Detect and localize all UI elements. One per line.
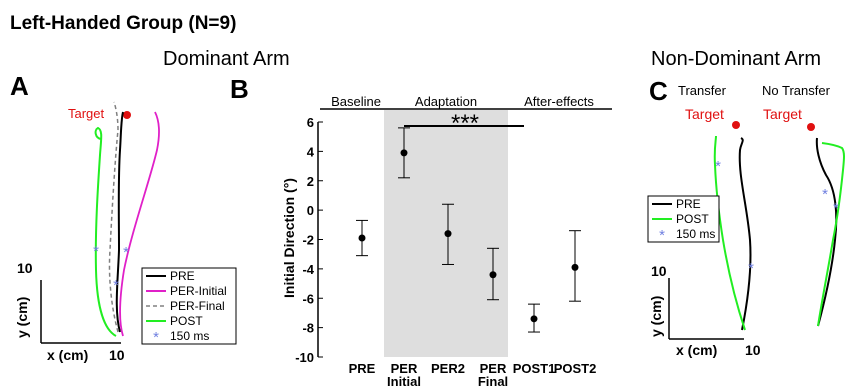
data-point	[358, 234, 366, 242]
legend-label-pre: PRE	[170, 269, 195, 283]
transfer-target-label: Target	[685, 106, 724, 122]
data-point	[530, 315, 538, 323]
panel-a-y-scale-value: 10	[17, 260, 33, 276]
y-tick-label: -10	[295, 350, 314, 365]
panel-a-x-scale-value: 10	[109, 347, 125, 363]
panel-a-trajectory-post	[94, 126, 117, 337]
panel-a-marker-150ms-icon: *	[93, 243, 99, 260]
dominant-arm-title: Dominant Arm	[163, 48, 290, 70]
legend-marker-150ms-icon: *	[153, 329, 159, 346]
data-point	[571, 263, 579, 271]
panel-c-x-scale-value: 10	[745, 342, 761, 358]
transfer-marker-150ms-icon: *	[748, 260, 754, 277]
y-axis-label: Initial Direction (°)	[281, 178, 297, 298]
legend-label-150ms: 150 ms	[170, 329, 209, 343]
no-transfer-target-dot	[807, 123, 815, 131]
legend-label-post: POST	[170, 314, 203, 328]
panel-a-target-dot	[123, 111, 131, 119]
x-tick-label: POST2	[554, 361, 597, 376]
panel-c-y-scale-value: 10	[651, 263, 667, 279]
x-tick-label: Final	[478, 374, 508, 389]
significance-stars: ***	[451, 110, 479, 137]
panel-a-trajectory-per-final	[108, 101, 119, 333]
panel-c-xlabel: x (cm)	[676, 342, 717, 358]
panel-c: C Transfer No Transfer Target Target * *…	[647, 76, 845, 358]
data-point	[489, 271, 497, 279]
x-tick-label: PER	[391, 361, 418, 376]
transfer-label: Transfer	[678, 83, 727, 98]
y-tick-label: 6	[307, 115, 314, 130]
no-transfer-target-label: Target	[763, 106, 802, 122]
transfer-marker-150ms-icon: *	[715, 158, 721, 175]
panel-a-xlabel: x (cm)	[47, 347, 88, 363]
x-tick-label: PRE	[349, 361, 376, 376]
legend-c-marker-150ms-icon: *	[659, 227, 665, 244]
no-transfer-trajectory-post	[817, 142, 845, 327]
y-tick-label: 2	[307, 174, 314, 189]
panel-a-marker-150ms-icon: *	[123, 244, 129, 261]
x-tick-label: PER2	[431, 361, 465, 376]
transfer-trajectory-pre	[738, 137, 752, 331]
no-transfer-label: No Transfer	[762, 83, 831, 98]
y-tick-label: -2	[302, 233, 314, 248]
legend-label-per-initial: PER-Initial	[170, 284, 227, 298]
legend-c-label-pre: PRE	[676, 197, 701, 211]
panel-a-marker-150ms-icon: *	[113, 277, 119, 294]
panel-c-legend: PRE POST * 150 ms	[647, 195, 720, 244]
phase-label-baseline: Baseline	[331, 94, 381, 109]
phase-label-after-effects: After-effects	[524, 94, 594, 109]
panel-a-target-label: Target	[68, 106, 105, 121]
y-tick-label: 4	[307, 144, 315, 159]
x-tick-label: Initial	[387, 374, 421, 389]
no-transfer-marker-150ms-icon: *	[822, 186, 828, 203]
y-axis: 6 4 2 0 -2 -4 -6 -8 -10	[295, 115, 323, 365]
data-points	[356, 127, 581, 333]
panel-b-chart: B Baseline Adaptation After-effects *** …	[230, 74, 612, 389]
panel-a-ylabel: y (cm)	[14, 297, 30, 338]
x-tick-label: PER	[480, 361, 507, 376]
data-point	[400, 149, 408, 157]
panel-a-legend: PRE PER-Initial PER-Final POST * 150 ms	[141, 267, 237, 346]
panel-a-trajectory-pre	[115, 111, 124, 333]
y-tick-label: -8	[302, 321, 314, 336]
panel-a: A Target * * * 10 y (cm) x (cm) 10 PRE P…	[10, 71, 237, 363]
panel-c-ylabel: y (cm)	[648, 296, 664, 337]
phase-label-adaptation: Adaptation	[415, 94, 477, 109]
y-tick-label: 0	[307, 203, 314, 218]
legend-c-label-post: POST	[676, 212, 709, 226]
y-tick-label: -6	[302, 291, 314, 306]
nondominant-arm-title: Non-Dominant Arm	[651, 48, 821, 70]
panel-b-letter: B	[230, 74, 249, 104]
transfer-target-dot	[732, 121, 740, 129]
figure-title: Left-Handed Group (N=9)	[10, 13, 236, 34]
legend-c-label-150ms: 150 ms	[676, 227, 715, 241]
no-transfer-marker-150ms-icon: *	[833, 200, 839, 217]
y-tick-label: -4	[302, 262, 314, 277]
legend-label-per-final: PER-Final	[170, 299, 225, 313]
data-point	[444, 230, 452, 238]
panel-a-letter: A	[10, 71, 29, 101]
panel-a-trajectory-per-initial	[119, 111, 160, 337]
no-transfer-trajectory-pre	[815, 137, 838, 327]
x-tick-label: POST1	[513, 361, 556, 376]
panel-c-letter: C	[649, 76, 668, 106]
